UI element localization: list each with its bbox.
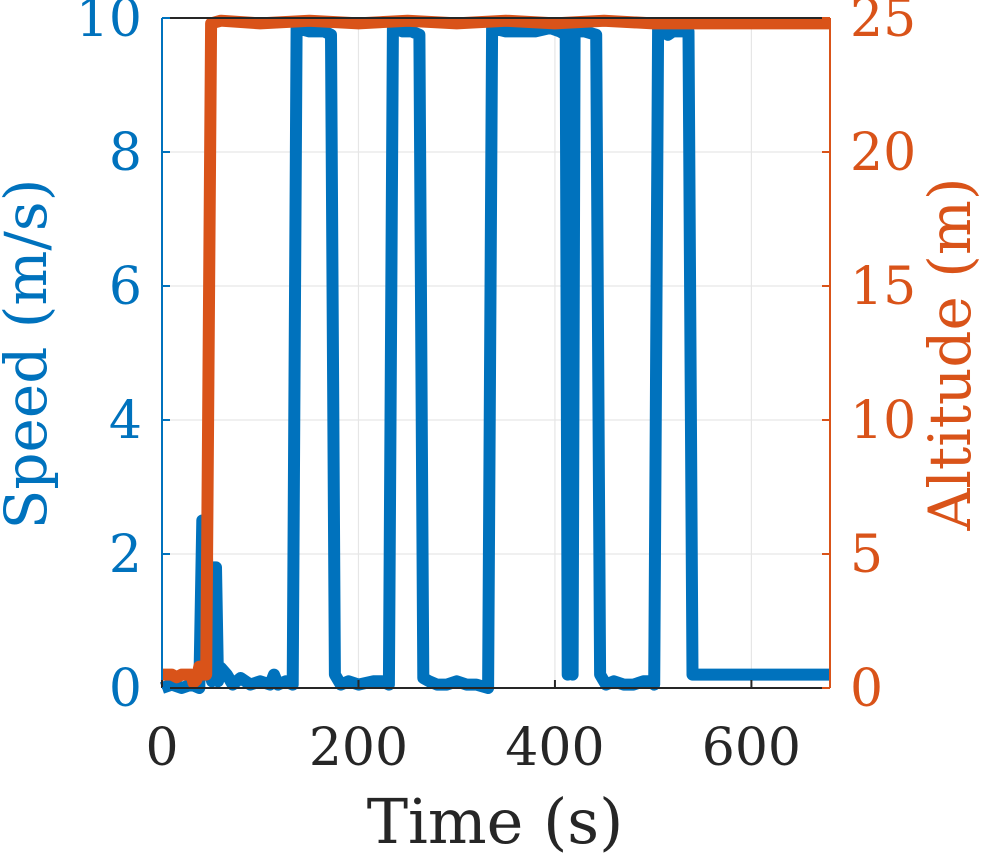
right-y-axis-label: Altitude (m): [916, 177, 984, 531]
right-y-tick-label: 20: [850, 123, 916, 183]
right-y-tick-label: 25: [850, 0, 916, 49]
right-y-tick-label: 15: [850, 257, 916, 317]
speed-series-line: [160, 22, 830, 694]
series-lines: [160, 14, 830, 694]
left-y-tick-label: 8: [109, 123, 142, 183]
x-tick-label: 0: [145, 718, 178, 778]
right-y-tick-label: 5: [850, 525, 883, 585]
axes: [161, 17, 831, 689]
left-y-tick-label: 2: [109, 525, 142, 585]
x-tick-label: 400: [505, 718, 604, 778]
x-axis-label: Time (s): [367, 785, 624, 858]
left-y-axis-label: Speed (m/s): [0, 179, 60, 530]
left-y-tick-label: 0: [109, 659, 142, 719]
x-tick-label: 600: [702, 718, 801, 778]
altitude-series-line: [162, 14, 830, 689]
axis-labels: Time (s) Speed (m/s) Altitude (m): [0, 177, 984, 858]
left-y-tick-label: 10: [76, 0, 142, 49]
tick-labels: 0 200 400 600 0 2 4 6 8 10 0 5 10 15 20 25: [76, 0, 916, 778]
left-y-tick-label: 6: [109, 257, 142, 317]
right-y-tick-label: 10: [850, 391, 916, 451]
right-y-tick-label: 0: [850, 659, 883, 719]
left-y-tick-label: 4: [109, 391, 142, 451]
x-tick-label: 200: [309, 718, 408, 778]
